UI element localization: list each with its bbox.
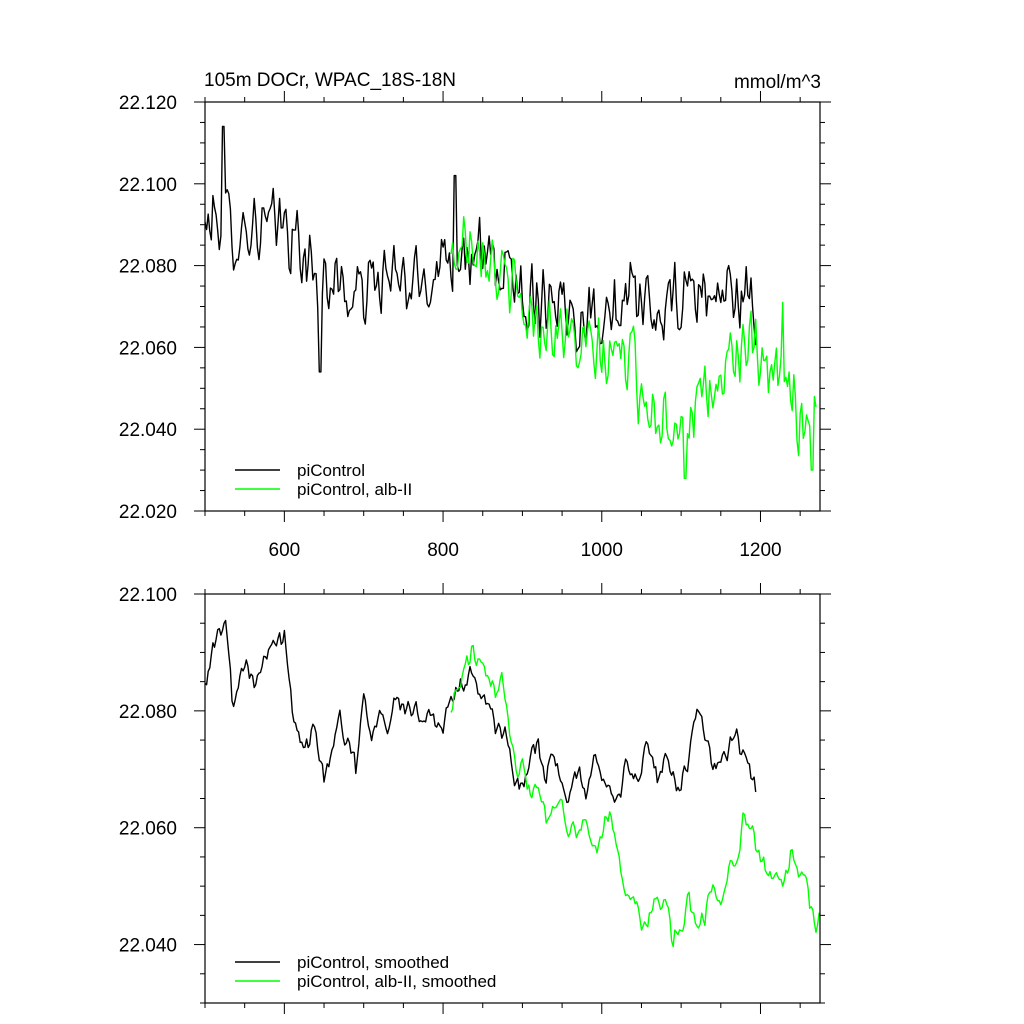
top-plot-lines [204, 125, 817, 479]
bottom-y-tick-label: 22.060 [119, 819, 177, 840]
top-x-tick-label: 600 [269, 540, 301, 561]
top-series-alb-ii-line [450, 216, 817, 479]
bottom-series-picontrol-line [204, 619, 757, 804]
top-plot-frame [204, 101, 821, 512]
top-x-tick-label: 1200 [739, 540, 781, 561]
top-y-tick-label: 22.060 [119, 338, 177, 359]
top-y-tick-label: 22.100 [119, 175, 177, 196]
top-legend-label-alb-ii: piControl, alb-II [297, 480, 412, 499]
bottom-y-tick-label: 22.100 [119, 585, 177, 606]
top-legend-label-picontrol: piControl [297, 461, 365, 480]
top-x-tick-label: 800 [427, 540, 459, 561]
top-chart-units: mmol/m^3 [734, 72, 821, 93]
bottom-legend-label-alb-ii-smoothed: piControl, alb-II, smoothed [297, 972, 496, 991]
top-y-tick-label: 22.120 [119, 93, 177, 114]
top-legend: piControl piControl, alb-II [235, 461, 412, 499]
bottom-y-tick-label: 22.040 [119, 936, 177, 957]
bottom-legend: piControl, smoothed piControl, alb-II, s… [235, 953, 496, 991]
top-chart-title: 105m DOCr, WPAC_18S-18N [204, 70, 456, 91]
bottom-series-alb-ii-line [450, 644, 820, 948]
top-y-tick-label: 22.080 [119, 257, 177, 278]
top-y-tick-label: 22.040 [119, 420, 177, 441]
bottom-panel: 22.040 22.060 22.080 22.100 piControl, smoo… [119, 583, 831, 1014]
top-series-picontrol-line [204, 125, 757, 373]
bottom-legend-label-smoothed: piControl, smoothed [297, 953, 449, 972]
bottom-y-tick-label: 22.080 [119, 702, 177, 723]
bottom-plot-frame [204, 593, 821, 1004]
top-panel: 105m DOCr, WPAC_18S-18N mmol/m^3 600 800 1… [119, 70, 831, 561]
top-y-tick-label: 22.020 [119, 502, 177, 523]
top-x-tick-label: 1000 [581, 540, 623, 561]
bottom-axis-ticks: 22.040 22.060 22.080 22.100 [119, 583, 831, 1014]
top-axis-ticks: 600 800 1000 1200 22.020 22.040 22.060 22.080 22… [119, 91, 831, 561]
bottom-plot-lines [204, 619, 820, 948]
